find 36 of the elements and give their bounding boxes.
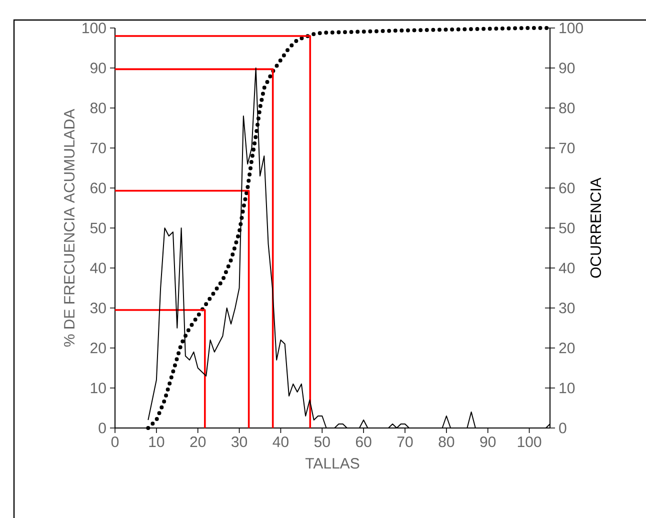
x-tick-label: 60 — [356, 436, 372, 448]
y2-tick-label: 60 — [559, 182, 575, 194]
y-tick-label: 90 — [90, 62, 106, 74]
y2-tick-label: 70 — [559, 142, 575, 154]
x-tick-label: 30 — [232, 436, 248, 448]
y2-tick-label: 0 — [559, 422, 566, 434]
x-tick-label: 70 — [397, 436, 413, 448]
y2-tick-label: 20 — [559, 342, 575, 354]
x-tick-label: 20 — [190, 436, 206, 448]
y-axis-title: % DE FRECUENCIA ACUMULADA — [64, 108, 75, 347]
y-tick-label: 100 — [82, 22, 106, 34]
y-tick-label: 10 — [90, 382, 106, 394]
y2-tick-label: 40 — [558, 262, 575, 274]
x-tick-label: 0 — [111, 436, 119, 448]
x-axis-title: TALLAS — [305, 458, 360, 469]
y-tick-label: 20 — [90, 342, 106, 354]
x-tick-label: 50 — [314, 436, 330, 448]
x-tick-label: 40 — [272, 436, 288, 448]
y2-tick-label: 90 — [559, 62, 575, 74]
y-tick-label: 40 — [90, 262, 106, 274]
y-tick-label: 30 — [90, 302, 106, 314]
y2-tick-label: 30 — [559, 302, 575, 314]
y-tick-label: 70 — [90, 142, 106, 154]
x-tick-label: 10 — [149, 436, 164, 448]
y2-tick-label: 10 — [560, 382, 575, 394]
x-tick-label: 90 — [480, 436, 496, 448]
y2-axis-title: OCURRENCIA — [590, 178, 602, 278]
y-tick-label: 80 — [90, 102, 106, 114]
y2-tick-label: 100 — [560, 22, 583, 34]
y-tick-label: 60 — [90, 182, 106, 194]
y2-tick-label: 80 — [559, 102, 575, 114]
x-tick-label: 100 — [518, 436, 542, 448]
y2-tick-label: 50 — [559, 222, 575, 234]
x-tick-label: 80 — [438, 436, 454, 448]
y-tick-label: 0 — [98, 422, 106, 434]
y-tick-label: 50 — [90, 222, 106, 234]
